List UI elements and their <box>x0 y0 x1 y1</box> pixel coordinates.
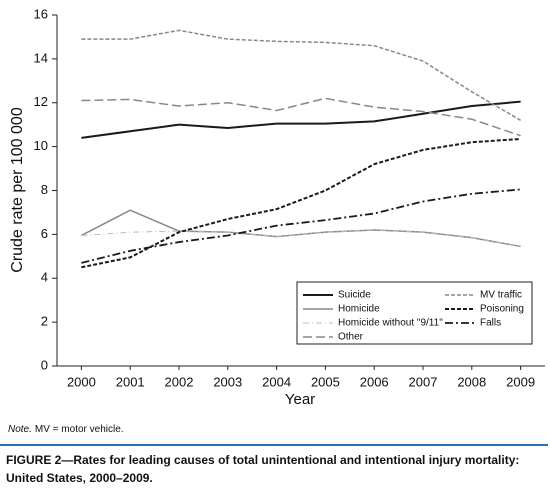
caption: FIGURE 2—Rates for leading causes of tot… <box>6 453 520 485</box>
legend-label: Poisoning <box>480 304 524 315</box>
note: Note. MV = motor vehicle. <box>8 424 124 435</box>
series-line <box>81 100 521 139</box>
x-tick-label: 2007 <box>409 374 438 389</box>
y-tick-label: 4 <box>41 270 48 285</box>
series-line <box>81 229 521 247</box>
y-tick-label: 8 <box>41 182 48 197</box>
x-tick-label: 2009 <box>506 374 535 389</box>
series-line <box>81 137 521 269</box>
y-tick-label: 2 <box>41 314 48 329</box>
x-tick-label: 2004 <box>262 374 291 389</box>
y-tick-label: 6 <box>41 226 48 241</box>
y-tick-label: 14 <box>34 50 48 65</box>
y-tick-label: 0 <box>41 357 48 372</box>
x-tick-label: 2006 <box>360 374 389 389</box>
x-tick-label: 2005 <box>311 374 340 389</box>
caption-rule <box>0 444 548 446</box>
series-line <box>81 209 521 248</box>
x-tick-label: 2002 <box>165 374 194 389</box>
x-tick-label: 2003 <box>213 374 242 389</box>
series-line <box>81 188 521 264</box>
y-tick-label: 10 <box>34 138 48 153</box>
x-tick-label: 2000 <box>67 374 96 389</box>
series-line <box>81 29 521 121</box>
legend-label: Homicide <box>338 304 380 315</box>
x-tick-label: 2008 <box>457 374 486 389</box>
note-label: Note. <box>8 424 32 435</box>
legend-label: Suicide <box>338 290 371 301</box>
x-axis-label: Year <box>285 391 315 408</box>
chart: Crude rate per 100 000 Year 0 2 4 6 8 10 12 14 1… <box>9 6 545 408</box>
x-tick-label: 2001 <box>116 374 145 389</box>
series-line <box>81 97 521 137</box>
legend-label: Falls <box>480 318 501 329</box>
y-tick-label: 12 <box>34 94 48 109</box>
y-axis-label: Crude rate per 100 000 <box>9 107 26 273</box>
legend-box <box>296 281 533 345</box>
y-tick-label: 16 <box>34 6 48 21</box>
note-text: MV = motor vehicle. <box>34 424 124 435</box>
legend-label: Homicide without "9/11" <box>338 318 443 329</box>
legend-label: Other <box>338 332 364 343</box>
legend-label: MV traffic <box>480 290 522 301</box>
